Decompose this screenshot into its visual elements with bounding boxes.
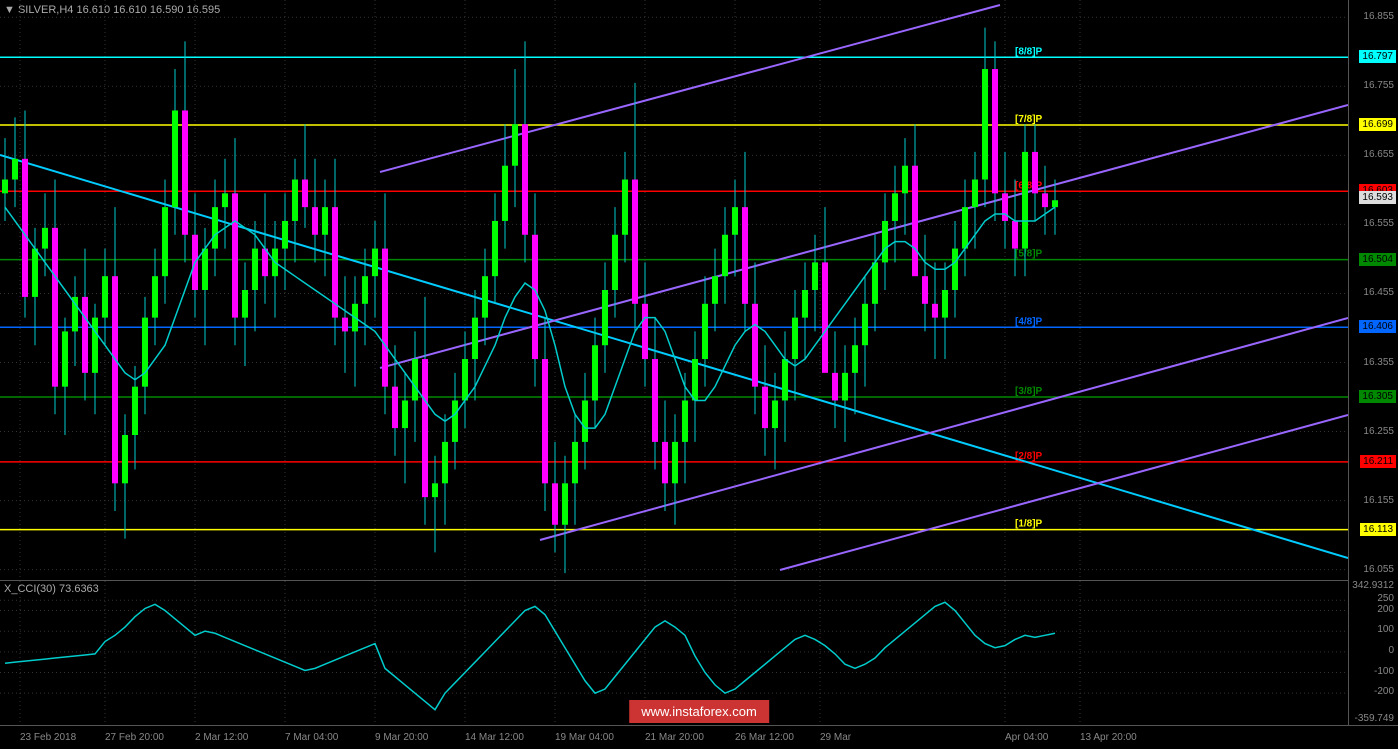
svg-text:[5/8]P: [5/8]P — [1015, 249, 1043, 260]
time-x-axis: 23 Feb 201827 Feb 20:002 Mar 12:007 Mar … — [0, 725, 1398, 749]
main-y-axis: 16.05516.15516.25516.35516.45516.55516.6… — [1348, 0, 1398, 580]
svg-text:[2/8]P: [2/8]P — [1015, 451, 1043, 462]
svg-text:[1/8]P: [1/8]P — [1015, 519, 1043, 530]
svg-text:[7/8]P: [7/8]P — [1015, 114, 1043, 125]
indicator-info: X_CCI(30) 73.6363 — [4, 583, 99, 595]
svg-text:[4/8]P: [4/8]P — [1015, 316, 1043, 327]
ticker-info: ▼ SILVER,H4 16.610 16.610 16.590 16.595 — [4, 4, 220, 16]
svg-text:[8/8]P: [8/8]P — [1015, 46, 1043, 57]
watermark: www.instaforex.com — [629, 700, 769, 723]
chart-container: ▼ SILVER,H4 16.610 16.610 16.590 16.595 … — [0, 0, 1398, 749]
main-price-chart[interactable]: ▼ SILVER,H4 16.610 16.610 16.590 16.595 … — [0, 0, 1348, 580]
indicator-y-axis: -200-1000100200250342.9312-359.749 — [1348, 580, 1398, 725]
svg-text:[3/8]P: [3/8]P — [1015, 386, 1043, 397]
svg-text:[6/8]P: [6/8]P — [1015, 180, 1043, 191]
